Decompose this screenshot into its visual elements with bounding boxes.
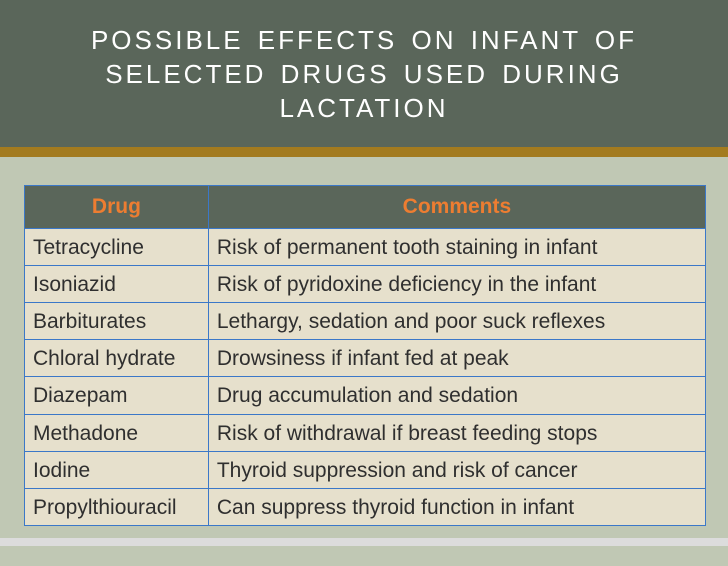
cell-drug: Diazepam [25,377,209,414]
cell-drug: Iodine [25,451,209,488]
table-row: Propylthiouracil Can suppress thyroid fu… [25,488,706,525]
table-header-row: Drug Comments [25,186,706,228]
cell-comment: Risk of permanent tooth staining in infa… [208,228,705,265]
table-row: Tetracycline Risk of permanent tooth sta… [25,228,706,265]
cell-drug: Methadone [25,414,209,451]
table-row: Methadone Risk of withdrawal if breast f… [25,414,706,451]
cell-drug: Barbiturates [25,302,209,339]
slide-title: POSSIBLE EFFECTS ON INFANT OF SELECTED D… [91,25,637,123]
table-body: Tetracycline Risk of permanent tooth sta… [25,228,706,526]
cell-drug: Isoniazid [25,265,209,302]
accent-bar [0,147,728,157]
footer-strip [0,538,728,546]
drug-effects-table: Drug Comments Tetracycline Risk of perma… [24,185,706,526]
cell-drug: Propylthiouracil [25,488,209,525]
cell-comment: Drug accumulation and sedation [208,377,705,414]
table-row: Barbiturates Lethargy, sedation and poor… [25,302,706,339]
table-row: Iodine Thyroid suppression and risk of c… [25,451,706,488]
body-area: Drug Comments Tetracycline Risk of perma… [0,157,728,566]
cell-comment: Risk of withdrawal if breast feeding sto… [208,414,705,451]
table-row: Isoniazid Risk of pyridoxine deficiency … [25,265,706,302]
slide: POSSIBLE EFFECTS ON INFANT OF SELECTED D… [0,0,728,546]
column-header-drug: Drug [25,186,209,228]
cell-comment: Risk of pyridoxine deficiency in the inf… [208,265,705,302]
title-band: POSSIBLE EFFECTS ON INFANT OF SELECTED D… [0,0,728,147]
table-row: Chloral hydrate Drowsiness if infant fed… [25,340,706,377]
cell-comment: Can suppress thyroid function in infant [208,488,705,525]
column-header-comments: Comments [208,186,705,228]
cell-drug: Tetracycline [25,228,209,265]
cell-comment: Lethargy, sedation and poor suck reflexe… [208,302,705,339]
cell-drug: Chloral hydrate [25,340,209,377]
table-row: Diazepam Drug accumulation and sedation [25,377,706,414]
cell-comment: Thyroid suppression and risk of cancer [208,451,705,488]
cell-comment: Drowsiness if infant fed at peak [208,340,705,377]
